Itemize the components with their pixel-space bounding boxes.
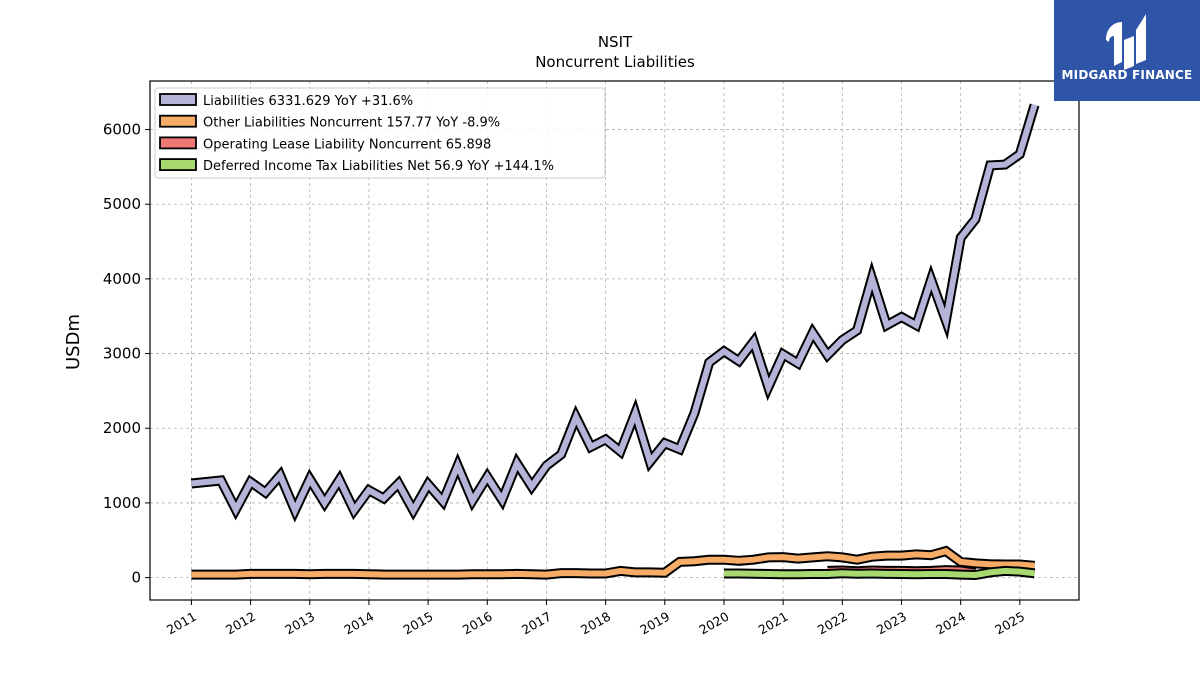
y-axis: 0 1000 2000 3000 4000 5000 6000 (103, 121, 150, 587)
x-tick-label: 2011 (164, 609, 199, 638)
logo-text: MIDGARD FINANCE (1061, 68, 1193, 82)
x-tick-label: 2022 (815, 609, 850, 638)
series-layer (190, 103, 1040, 581)
x-tick-label: 2016 (460, 609, 495, 638)
y-tick-label: 4000 (103, 270, 141, 288)
legend-label: Operating Lease Liability Noncurrent 65.… (203, 137, 491, 152)
series-1 (190, 103, 1040, 523)
y-axis-label: USDm (63, 314, 84, 370)
x-tick-label: 2014 (341, 609, 376, 638)
series-line (191, 104, 1038, 518)
x-tick-label: 2023 (874, 609, 909, 638)
x-tick-label: 2012 (223, 609, 258, 638)
y-tick-label: 1000 (103, 494, 141, 512)
y-tick-label: 2000 (103, 419, 141, 437)
legend-label: Deferred Income Tax Liabilities Net 56.9… (203, 159, 554, 174)
series-line (724, 567, 1035, 579)
series-2 (191, 545, 1036, 580)
legend-label: Liabilities 6331.629 YoY +31.6% (203, 94, 413, 109)
gridlines (150, 81, 1079, 600)
y-tick-label: 5000 (103, 195, 141, 213)
plot-frame (149, 80, 1080, 601)
x-tick-label: 2017 (519, 609, 554, 638)
series-line (191, 547, 1035, 578)
y-tick-label: 0 (131, 569, 141, 587)
x-tick-label: 2020 (696, 609, 731, 638)
x-tick-label: 2019 (637, 609, 672, 638)
x-tick-label: 2025 (992, 609, 1027, 638)
chart-title: NSIT (598, 33, 633, 51)
legend-label: Other Liabilities Noncurrent 157.77 YoY … (203, 116, 500, 131)
legend-swatch (159, 93, 197, 106)
brand-logo: MIDGARD FINANCE (1054, 0, 1200, 101)
y-tick-label: 3000 (103, 345, 141, 363)
legend-swatch (159, 136, 197, 150)
legend: Liabilities 6331.629 YoY +31.6% Other Lia… (154, 87, 606, 179)
legend-swatch (159, 158, 197, 172)
x-tick-label: 2018 (578, 609, 613, 638)
x-tick-label: 2013 (282, 609, 317, 638)
legend-frame (154, 87, 606, 179)
legend-swatch (159, 114, 197, 128)
logo-mark-icon (1106, 14, 1146, 70)
x-tick-label: 2024 (933, 609, 968, 638)
x-axis: 2011 2012 2013 2014 2015 2016 2017 2018 2019 2020… (164, 600, 1027, 638)
x-tick-label: 2021 (756, 609, 791, 638)
series-4 (723, 565, 1036, 581)
x-tick-label: 2015 (401, 609, 436, 638)
chart-subtitle: Noncurrent Liabilities (535, 53, 695, 71)
y-tick-label: 6000 (103, 121, 141, 139)
